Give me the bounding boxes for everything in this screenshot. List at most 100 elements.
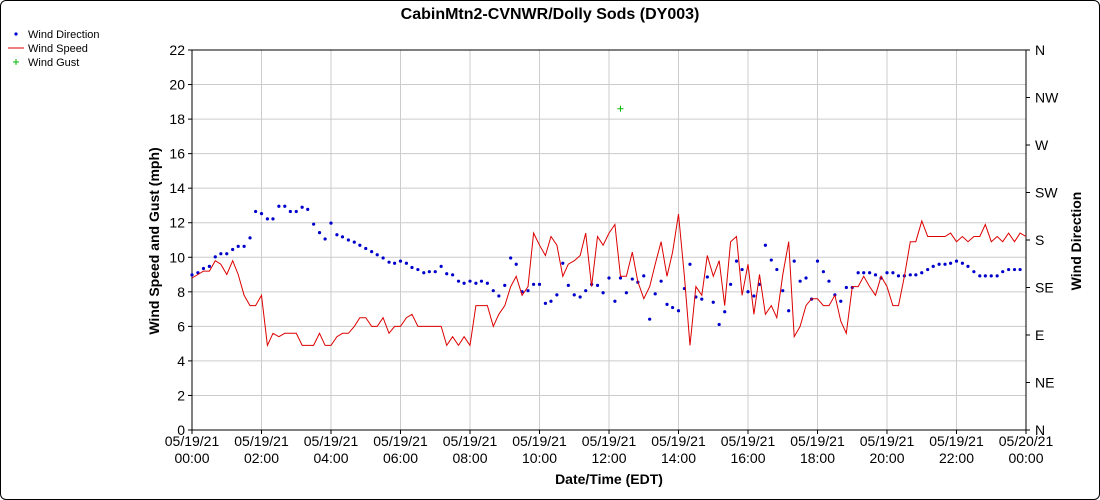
point-wind-direction: [607, 276, 611, 280]
series-layer: [190, 105, 1027, 348]
point-wind-direction: [839, 299, 843, 303]
point-wind-direction: [566, 283, 570, 287]
point-wind-direction: [827, 279, 831, 283]
point-wind-direction: [926, 267, 930, 272]
point-wind-direction: [948, 261, 953, 265]
x-tick-label-time: 14:00: [661, 450, 696, 466]
point-wind-direction: [225, 252, 229, 256]
point-wind-direction: [931, 264, 935, 268]
legend-label-wind-direction: Wind Direction: [28, 29, 100, 41]
point-wind-direction: [381, 256, 385, 260]
y2-tick-label: SW: [1035, 185, 1058, 201]
point-wind-direction: [531, 282, 536, 286]
x-tick-label-date: 05/19/21: [721, 433, 776, 449]
point-wind-direction: [433, 270, 437, 274]
y2-axis-ticks: N NE E SE S SW W NW N: [1026, 42, 1059, 438]
point-wind-direction: [503, 283, 507, 287]
point-wind-direction: [352, 240, 356, 244]
point-wind-direction: [526, 289, 530, 293]
x-tick-label-time: 00:00: [174, 450, 209, 466]
x-tick-label-date: 05/20/21: [999, 433, 1054, 449]
point-wind-direction: [329, 221, 333, 225]
y2-tick-label: S: [1035, 232, 1044, 248]
point-wind-direction: [891, 271, 895, 275]
point-wind-direction: [323, 237, 327, 241]
point-wind-direction: [294, 209, 298, 214]
x-tick-label-time: 00:00: [1008, 450, 1043, 466]
point-wind-direction: [375, 253, 379, 257]
point-wind-direction: [537, 282, 542, 286]
point-wind-direction: [896, 274, 901, 278]
series-line-wind-speed: [191, 214, 1027, 348]
point-wind-direction: [873, 273, 878, 277]
point-wind-direction: [821, 270, 826, 274]
point-wind-direction: [937, 262, 941, 266]
point-wind-direction: [288, 209, 292, 214]
y-axis-title: Wind Speed and Gust (mph): [146, 147, 162, 334]
point-wind-direction: [572, 293, 576, 297]
point-wind-direction: [392, 261, 397, 265]
point-wind-direction: [989, 274, 993, 278]
point-wind-direction: [404, 261, 409, 265]
y-axis-ticks: 0 2 4 6 8 10 12 14 16 18 20 22: [169, 42, 192, 438]
point-wind-direction: [248, 236, 252, 240]
point-wind-direction: [688, 262, 692, 266]
point-wind-direction: [561, 261, 565, 265]
x-tick-label-date: 05/19/21: [443, 433, 498, 449]
point-wind-direction: [335, 233, 339, 237]
point-wind-direction: [491, 289, 495, 293]
y-tick-label: 18: [169, 111, 185, 127]
y-tick-label: 10: [169, 249, 185, 265]
point-wind-direction: [665, 302, 669, 306]
point-wind-direction: [804, 276, 808, 280]
point-wind-direction: [630, 277, 634, 281]
point-wind-direction: [769, 258, 773, 262]
point-wind-direction: [659, 279, 663, 283]
point-wind-direction: [966, 264, 970, 268]
point-wind-direction: [259, 212, 264, 216]
point-wind-direction: [972, 270, 976, 274]
y-tick-label: 20: [169, 77, 185, 93]
point-wind-direction: [456, 279, 461, 283]
point-wind-direction: [815, 259, 820, 263]
point-wind-direction: [676, 309, 681, 313]
point-wind-gust: [617, 105, 624, 112]
point-wind-direction: [474, 281, 478, 285]
x-tick-label-time: 04:00: [313, 450, 348, 466]
x-tick-label-time: 12:00: [591, 450, 626, 466]
point-wind-direction: [862, 271, 866, 275]
point-wind-direction: [416, 267, 420, 272]
point-wind-direction: [908, 273, 912, 277]
point-wind-direction: [723, 310, 727, 314]
point-wind-direction: [943, 262, 947, 266]
point-wind-direction: [219, 252, 223, 256]
point-wind-direction: [995, 274, 999, 278]
y2-tick-label: E: [1035, 327, 1044, 343]
point-wind-direction: [624, 291, 628, 295]
y2-axis-title: Wind Direction: [1068, 192, 1084, 291]
point-wind-direction: [312, 222, 316, 226]
point-wind-direction: [781, 289, 785, 293]
point-wind-direction: [578, 295, 582, 299]
point-wind-direction: [653, 292, 657, 296]
y-tick-label: 16: [169, 146, 185, 162]
x-tick-label-date: 05/19/21: [165, 433, 220, 449]
point-wind-direction: [253, 209, 258, 214]
x-axis-title: Date/Time (EDT): [555, 471, 663, 487]
point-wind-direction: [306, 207, 310, 211]
point-wind-direction: [711, 300, 715, 304]
point-wind-direction: [1012, 267, 1017, 272]
y2-tick-label: NW: [1035, 90, 1059, 106]
point-wind-direction: [514, 262, 518, 266]
x-tick-label-date: 05/19/21: [234, 433, 289, 449]
point-wind-direction: [856, 271, 860, 275]
legend-item-wind-speed: Wind Speed: [8, 43, 88, 55]
chart-title: CabinMtn2-CVNWR/Dolly Sods (DY003): [401, 6, 700, 23]
point-wind-direction: [746, 290, 750, 294]
x-tick-label-date: 05/19/21: [373, 433, 428, 449]
grid: [191, 49, 1027, 431]
y2-tick-label: N: [1035, 422, 1045, 438]
y-tick-label: 4: [177, 353, 185, 369]
